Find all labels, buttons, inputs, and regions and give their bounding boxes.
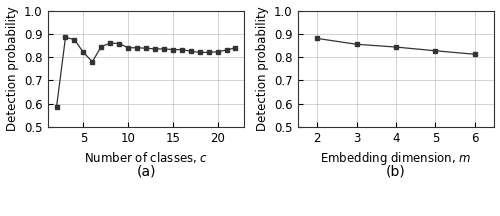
- Y-axis label: Detection probability: Detection probability: [6, 6, 18, 131]
- Title: (b): (b): [386, 165, 406, 179]
- Y-axis label: Detection probability: Detection probability: [256, 6, 268, 131]
- X-axis label: Embedding dimension, $m$: Embedding dimension, $m$: [320, 150, 472, 167]
- Title: (a): (a): [136, 165, 156, 179]
- X-axis label: Number of classes, $c$: Number of classes, $c$: [84, 150, 208, 165]
